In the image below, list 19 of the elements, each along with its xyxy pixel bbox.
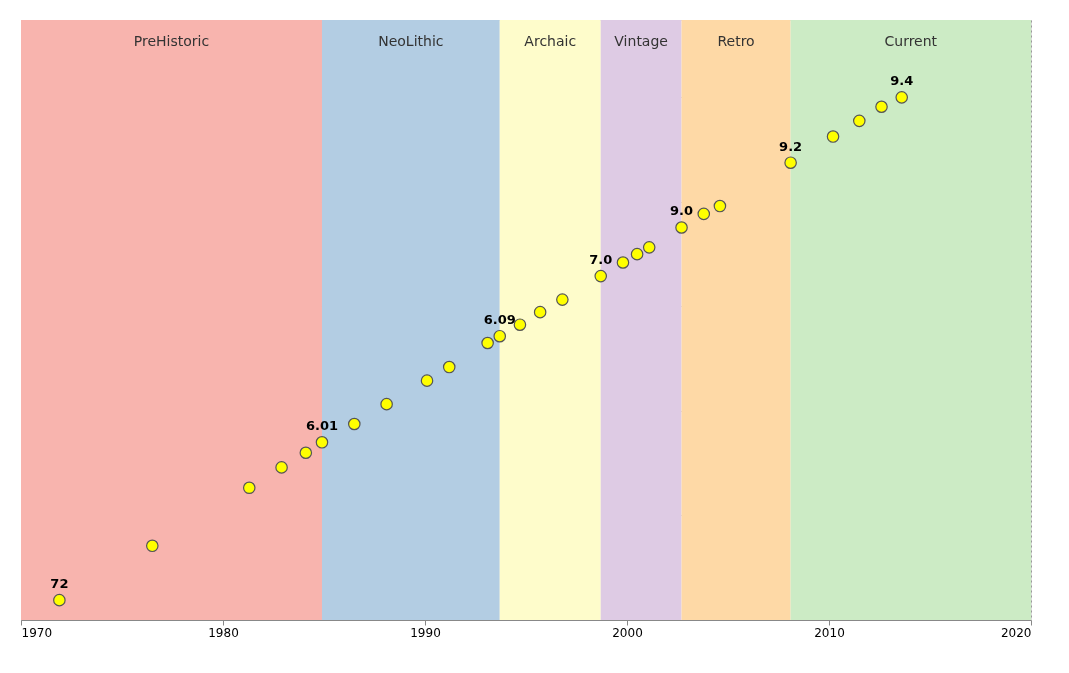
annotation: 9.2 [779, 138, 803, 154]
band-label: NeoLithic [378, 33, 444, 49]
band-label: Retro [717, 33, 755, 49]
x-tick-label: 2020 [1000, 625, 1032, 640]
x-tick-label: 2000 [612, 625, 643, 640]
annotation: 9.0 [670, 203, 694, 219]
band-label: Current [884, 33, 938, 49]
x-tick-label: 2010 [814, 625, 845, 640]
annotation: 9.4 [890, 73, 914, 89]
band-label: Vintage [614, 33, 668, 49]
band-label: PreHistoric [133, 33, 210, 49]
annotation: 72 [50, 576, 69, 592]
annotation: 6.09 [483, 312, 516, 328]
band-label: Archaic [524, 33, 577, 49]
x-tick-label: 1990 [410, 625, 441, 640]
x-tick-label: 1970 [21, 625, 53, 640]
annotation: 7.0 [589, 252, 613, 268]
annotation: 6.01 [305, 418, 339, 434]
x-tick-label: 1980 [208, 625, 239, 640]
